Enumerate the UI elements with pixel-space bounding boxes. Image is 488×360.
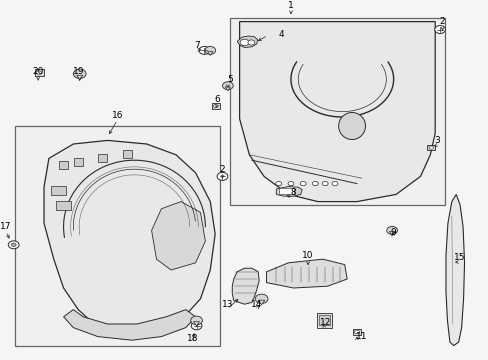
Circle shape bbox=[434, 26, 445, 33]
Bar bbox=[352, 329, 361, 335]
Text: 7: 7 bbox=[194, 40, 200, 49]
Bar bbox=[229, 18, 444, 205]
Circle shape bbox=[331, 181, 337, 186]
Circle shape bbox=[11, 243, 16, 247]
Text: 9: 9 bbox=[390, 228, 396, 237]
Bar bbox=[15, 126, 220, 346]
Polygon shape bbox=[239, 22, 434, 202]
Polygon shape bbox=[389, 231, 394, 235]
Circle shape bbox=[386, 226, 397, 234]
Polygon shape bbox=[445, 194, 464, 346]
Circle shape bbox=[213, 105, 217, 108]
Circle shape bbox=[287, 181, 293, 186]
Text: 15: 15 bbox=[453, 253, 465, 262]
Text: 20: 20 bbox=[32, 68, 44, 77]
Text: 17: 17 bbox=[0, 222, 12, 231]
Circle shape bbox=[247, 40, 254, 45]
Polygon shape bbox=[237, 36, 257, 48]
Bar bbox=[51, 186, 66, 195]
Circle shape bbox=[190, 316, 202, 325]
Text: 8: 8 bbox=[290, 188, 296, 197]
Circle shape bbox=[322, 181, 327, 186]
Text: 4: 4 bbox=[278, 30, 284, 39]
Text: 14: 14 bbox=[250, 300, 262, 309]
Text: 16: 16 bbox=[111, 111, 123, 120]
Circle shape bbox=[199, 46, 209, 54]
Circle shape bbox=[240, 39, 248, 46]
Text: 3: 3 bbox=[434, 136, 440, 145]
Circle shape bbox=[73, 69, 86, 78]
Polygon shape bbox=[207, 51, 212, 55]
Ellipse shape bbox=[338, 112, 365, 139]
Text: 1: 1 bbox=[287, 1, 293, 10]
Polygon shape bbox=[44, 140, 215, 335]
Bar bbox=[318, 315, 329, 325]
Circle shape bbox=[300, 181, 305, 186]
Polygon shape bbox=[258, 300, 264, 305]
Circle shape bbox=[354, 330, 359, 334]
Circle shape bbox=[8, 241, 19, 249]
Circle shape bbox=[217, 172, 227, 180]
Text: 10: 10 bbox=[302, 251, 313, 260]
Circle shape bbox=[275, 181, 281, 186]
Circle shape bbox=[255, 294, 267, 303]
Text: 2: 2 bbox=[439, 17, 445, 26]
Bar bbox=[74, 158, 82, 166]
Bar bbox=[59, 161, 68, 169]
Text: 19: 19 bbox=[72, 68, 84, 77]
Bar bbox=[211, 103, 219, 109]
Bar bbox=[279, 188, 293, 194]
Circle shape bbox=[204, 46, 215, 54]
Text: 6: 6 bbox=[214, 94, 220, 104]
Polygon shape bbox=[193, 322, 199, 326]
Text: 13: 13 bbox=[221, 300, 233, 309]
Text: 5: 5 bbox=[226, 75, 232, 84]
Circle shape bbox=[37, 71, 41, 75]
Polygon shape bbox=[232, 268, 259, 304]
Polygon shape bbox=[224, 87, 230, 91]
Polygon shape bbox=[76, 75, 83, 80]
Bar bbox=[316, 313, 331, 328]
Circle shape bbox=[428, 146, 432, 149]
Polygon shape bbox=[266, 259, 346, 288]
Circle shape bbox=[312, 181, 318, 186]
Circle shape bbox=[222, 82, 233, 90]
Bar bbox=[98, 154, 107, 162]
Bar bbox=[427, 145, 434, 150]
Circle shape bbox=[191, 322, 202, 330]
Bar bbox=[56, 201, 71, 210]
Bar bbox=[122, 150, 131, 158]
Text: 18: 18 bbox=[186, 334, 198, 343]
Polygon shape bbox=[276, 186, 302, 196]
Text: 11: 11 bbox=[355, 332, 367, 341]
Polygon shape bbox=[63, 310, 195, 340]
Polygon shape bbox=[151, 202, 205, 270]
Bar bbox=[35, 69, 43, 76]
Text: 2: 2 bbox=[219, 165, 225, 174]
Text: 12: 12 bbox=[319, 318, 330, 327]
